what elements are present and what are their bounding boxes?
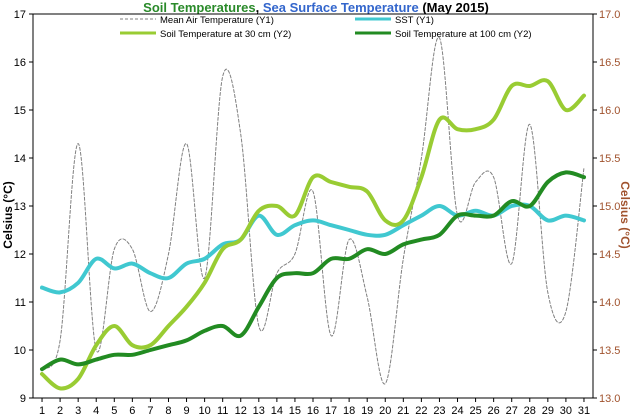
x-tick-label: 25 [469,405,481,417]
x-tick-label: 11 [217,405,228,417]
legend: Mean Air Temperature (Y1) SST (Y1) Soil Te… [120,15,532,40]
y-right-tick-label: 17.0 [599,9,620,21]
x-tick-label: 2 [57,405,63,417]
y-axis-right-label: Celsius (°C) [618,181,632,248]
x-tick-label: 19 [361,405,373,417]
x-tick-label: 26 [488,405,500,417]
x-tick-label: 21 [397,405,409,417]
legend-label-mean-air-temperature-y1: Mean Air Temperature (Y1) [160,15,274,26]
legend-label-soil-temperature-at-30-cm-y2: Soil Temperature at 30 cm (Y2) [160,29,291,40]
x-tick-label: 20 [379,405,391,417]
y-left-tick-label: 12 [14,249,26,261]
x-tick-label: 17 [325,405,337,417]
y-right-tick-label: 13.5 [599,345,620,357]
x-tick-label: 13 [253,405,265,417]
x-tick-label: 1 [39,405,45,417]
y-right-tick-label: 13.0 [599,393,620,405]
x-tick-label: 12 [235,405,247,417]
x-tick-label: 10 [198,405,210,417]
y-left-tick-label: 16 [14,57,26,69]
legend-label-sst-y1: SST (Y1) [395,15,434,26]
y-left-tick-label: 17 [14,9,26,21]
x-tick-label: 31 [578,405,590,417]
title-part-2: Sea Surface Temperature [263,0,419,15]
x-tick-label: 24 [451,405,463,417]
y-left-tick-label: 11 [15,297,26,309]
title-part-1: , [256,0,263,15]
x-tick-label: 16 [307,405,319,417]
y-right-tick-label: 15.0 [599,201,620,213]
series-line-mean-air-temperature-y1 [41,37,585,385]
y-left-tick-label: 14 [14,153,26,165]
x-tick-label: 23 [433,405,445,417]
series-line-soil-temperature-at-100-cm-y2 [40,170,586,372]
x-axis: 1 2 3 4 5 6 7 8 9 10 11 12 13 14 15 16 17 18 19 20 21 22 23 24 2… [39,398,590,417]
y-left-tick-label: 10 [14,345,26,357]
x-tick-label: 7 [147,405,153,417]
x-tick-label: 15 [289,405,301,417]
x-tick-label: 9 [183,405,189,417]
series-layer [40,37,586,391]
x-tick-label: 29 [542,405,554,417]
left-axis: 9 10 11 12 13 14 15 16 17 [14,9,33,405]
x-tick-label: 30 [560,405,572,417]
y-axis-left-label: Celsius (°C) [1,181,15,248]
y-right-tick-label: 16.5 [599,57,620,69]
y-right-tick-label: 14.0 [599,297,620,309]
y-right-tick-label: 14.5 [599,249,620,261]
title-part-3: (May 2015) [419,0,489,15]
chart-title: Soil Temperatures, Sea Surface Temperatu… [143,0,489,15]
x-tick-label: 4 [93,405,99,417]
y-left-tick-label: 13 [14,201,26,213]
series-line-sst-y1 [40,202,586,295]
x-tick-label: 22 [415,405,427,417]
title-part-0: Soil Temperatures [143,0,255,15]
y-right-tick-label: 15.5 [599,153,620,165]
x-tick-label: 27 [506,405,518,417]
x-tick-label: 6 [129,405,135,417]
x-tick-label: 8 [165,405,171,417]
right-axis: 13.0 13.5 14.0 14.5 15.0 15.5 16.0 16.5 17.0 [593,9,620,405]
x-tick-label: 3 [75,405,81,417]
legend-label-soil-temperature-at-100-cm-y2: Soil Temperature at 100 cm (Y2) [395,29,532,40]
y-right-tick-label: 16.0 [599,105,620,117]
x-tick-label: 28 [524,405,536,417]
x-tick-label: 14 [271,405,283,417]
x-tick-label: 18 [343,405,355,417]
series-line-soil-temperature-at-30-cm-y2 [40,78,586,391]
x-tick-label: 5 [111,405,117,417]
y-left-tick-label: 15 [14,105,26,117]
y-left-tick-label: 9 [20,393,26,405]
